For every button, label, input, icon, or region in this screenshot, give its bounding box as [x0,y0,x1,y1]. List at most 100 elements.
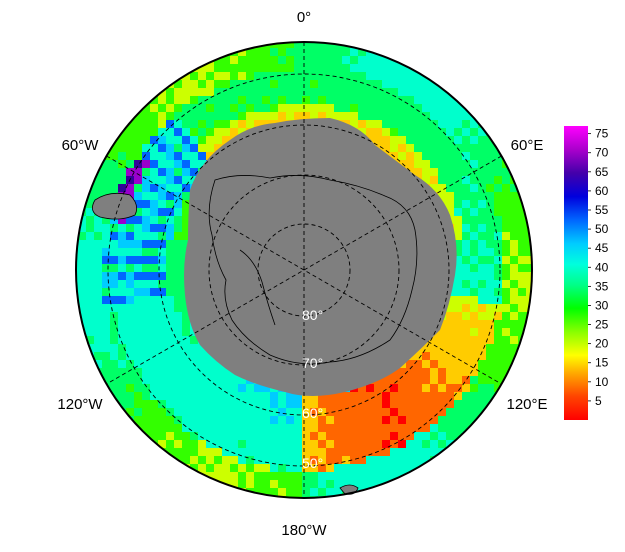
ocean-cell [246,80,254,88]
ocean-cell [214,456,222,464]
ocean-cell [422,80,430,88]
ocean-cell [422,408,430,416]
ocean-cell [510,296,518,304]
ocean-cell [142,400,150,408]
ocean-cell [190,176,198,184]
ocean-cell [390,440,398,448]
ocean-cell [446,344,454,352]
ocean-cell [158,296,166,304]
ocean-cell [230,72,238,80]
ocean-cell [198,88,206,96]
ocean-cell [422,112,430,120]
ocean-cell [358,48,366,56]
ocean-cell [510,280,518,288]
ocean-cell [462,152,470,160]
ocean-cell [414,456,422,464]
ocean-cell [238,400,246,408]
ocean-cell [134,304,142,312]
ocean-cell [478,264,486,272]
ocean-cell [142,288,150,296]
ocean-cell [310,456,318,464]
ocean-cell [102,272,110,280]
ocean-cell [518,320,526,328]
ocean-cell [142,128,150,136]
ocean-cell [310,424,318,432]
ocean-cell [486,392,494,400]
ocean-cell [462,120,470,128]
colorbar-tick-label: 15 [595,356,609,370]
ocean-cell [214,144,222,152]
ocean-cell [158,312,166,320]
ocean-cell [214,448,222,456]
ocean-cell [134,280,142,288]
ocean-cell [478,136,486,144]
ocean-cell [302,416,310,424]
ocean-cell [462,224,470,232]
ocean-cell [142,176,150,184]
ocean-cell [254,88,262,96]
ocean-cell [374,424,382,432]
ocean-cell [286,112,294,120]
ocean-cell [86,216,94,224]
ocean-cell [254,96,262,104]
ocean-cell [382,384,390,392]
ocean-cell [206,136,214,144]
colorbar-tick-label: 25 [595,318,609,332]
ocean-cell [110,280,118,288]
ocean-cell [406,432,414,440]
ocean-cell [86,264,94,272]
ocean-cell [158,112,166,120]
ocean-cell [406,424,414,432]
ocean-cell [382,448,390,456]
ocean-cell [126,216,134,224]
ocean-cell [494,344,502,352]
ocean-cell [430,104,438,112]
ocean-cell [174,264,182,272]
ocean-cell [398,112,406,120]
ocean-cell [446,176,454,184]
ocean-cell [182,200,190,208]
ocean-cell [358,408,366,416]
ocean-cell [110,288,118,296]
ocean-cell [190,464,198,472]
ocean-cell [438,424,446,432]
ocean-cell [150,360,158,368]
ocean-cell [478,168,486,176]
ocean-cell [262,400,270,408]
ocean-cell [470,344,478,352]
ocean-cell [454,304,462,312]
ocean-cell [510,216,518,224]
ocean-cell [446,128,454,136]
ocean-cell [86,208,94,216]
ocean-cell [214,464,222,472]
ocean-cell [310,48,318,56]
ocean-cell [262,416,270,424]
ocean-cell [78,256,86,264]
ocean-cell [406,152,414,160]
ocean-cell [302,88,310,96]
lat-label-60: 60° [302,405,323,421]
ocean-cell [94,280,102,288]
ocean-cell [174,280,182,288]
ocean-cell [102,352,110,360]
ocean-cell [118,248,126,256]
ocean-cell [414,144,422,152]
ocean-cell [294,400,302,408]
ocean-cell [198,456,206,464]
ocean-cell [430,344,438,352]
ocean-cell [502,208,510,216]
ocean-cell [230,408,238,416]
ocean-cell [150,256,158,264]
ocean-cell [198,352,206,360]
ocean-cell [422,176,430,184]
ocean-cell [462,280,470,288]
ocean-cell [318,416,326,424]
ocean-cell [478,176,486,184]
ocean-cell [150,208,158,216]
ocean-cell [286,456,294,464]
ocean-cell [358,56,366,64]
ocean-cell [278,42,286,48]
ocean-cell [430,368,438,376]
ocean-cell [310,112,318,120]
